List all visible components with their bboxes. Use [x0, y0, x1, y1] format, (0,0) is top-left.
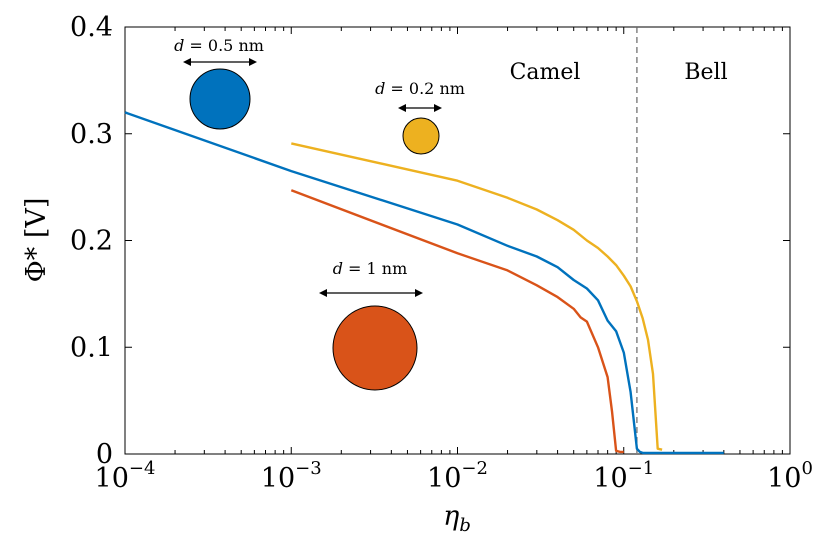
- y-tick-label: 0: [96, 439, 113, 470]
- y-tick-label: 0.3: [70, 119, 113, 150]
- y-tick-labels: 0 0.1 0.2 0.3 0.4: [70, 12, 113, 470]
- y-tick-label: 0.2: [70, 226, 113, 257]
- arrow-head-right-0.5nm: [249, 58, 257, 66]
- arrow-head-right-0.2nm: [434, 104, 442, 112]
- y-tick-label: 0.1: [70, 332, 113, 363]
- series-line-2: [290, 189, 624, 454]
- x-tick-label: 10−3: [261, 458, 322, 494]
- particle-circle-0.5nm: [189, 68, 251, 130]
- x-tick-label: 100: [767, 458, 813, 494]
- y-axis-title: Φ* [V]: [21, 198, 52, 283]
- x-tick-label: 10−4: [95, 458, 156, 494]
- arrow-head-left-1nm: [319, 289, 327, 297]
- series-line-1: [291, 142, 663, 451]
- particle-circle-0.2nm: [402, 117, 440, 155]
- x-tick-labels: 10−4 10−3 10−2 10−1 100: [95, 458, 813, 494]
- bell-region-label: Bell: [684, 60, 727, 85]
- annotation-d-0.5nm: d = 0.5 nm: [174, 36, 264, 130]
- x-tick-label: 10−1: [593, 458, 654, 494]
- annotation-label-0.5nm: d = 0.5 nm: [174, 36, 264, 55]
- x-axis-title: ηb: [443, 501, 471, 535]
- arrow-head-right-1nm: [415, 289, 423, 297]
- axis-ticks: [124, 26, 791, 455]
- annotation-d-1nm: d = 1 nm: [319, 259, 423, 391]
- y-tick-label: 0.4: [70, 12, 113, 43]
- series-line-0: [124, 111, 724, 455]
- x-tick-label: 10−2: [427, 458, 488, 494]
- arrow-head-left-0.2nm: [398, 104, 406, 112]
- annotation-label-0.2nm: d = 0.2 nm: [375, 79, 465, 98]
- particle-circle-1nm: [332, 305, 418, 391]
- series-layer: [124, 111, 724, 455]
- camel-region-label: Camel: [510, 60, 581, 85]
- arrow-head-left-0.5nm: [183, 58, 191, 66]
- annotation-label-1nm: d = 1 nm: [333, 259, 408, 278]
- annotation-d-0.2nm: d = 0.2 nm: [375, 79, 465, 155]
